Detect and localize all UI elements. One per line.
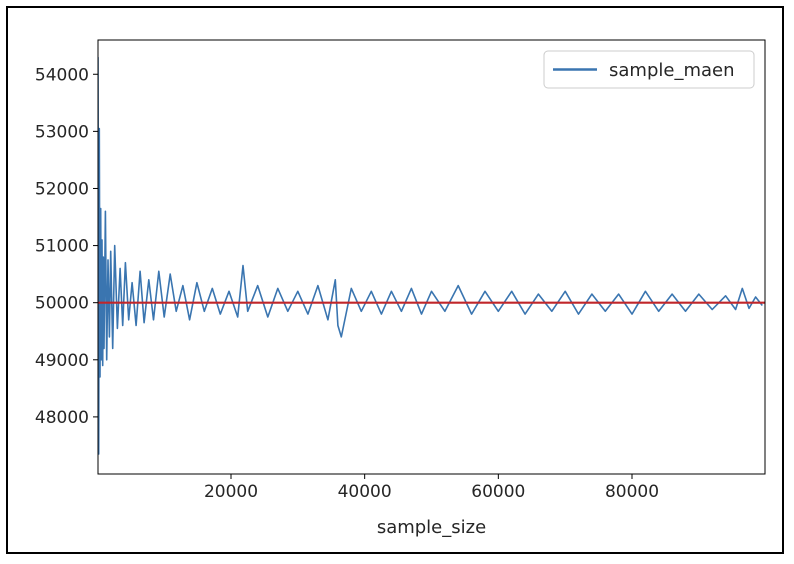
y-tick-label: 48000 xyxy=(35,408,89,428)
chart-axes xyxy=(97,39,766,475)
axes-spines xyxy=(97,39,766,475)
y-tick-label: 51000 xyxy=(35,237,89,257)
plot-area xyxy=(98,40,765,474)
y-tick-label: 54000 xyxy=(35,65,89,85)
y-tick-label: 52000 xyxy=(35,179,89,199)
legend-box xyxy=(543,50,755,89)
chart-ticks: 20000 40000 60000 80000 48000 49000 50000 51000… xyxy=(35,65,659,502)
legend-label-sample-maen: sample_maen xyxy=(609,60,735,81)
series-line-sample-maen xyxy=(98,57,763,455)
x-tick-label: 20000 xyxy=(204,482,258,502)
y-tick-label: 49000 xyxy=(35,351,89,371)
x-tick-label: 60000 xyxy=(471,482,525,502)
y-tick-label: 53000 xyxy=(35,122,89,142)
x-tick-label: 80000 xyxy=(605,482,659,502)
x-tick-label: 40000 xyxy=(338,482,392,502)
legend: sample_maen xyxy=(543,50,755,89)
chart-marks xyxy=(98,57,765,455)
x-axis-title: sample_size xyxy=(377,517,486,538)
y-tick-label: 50000 xyxy=(35,294,89,314)
